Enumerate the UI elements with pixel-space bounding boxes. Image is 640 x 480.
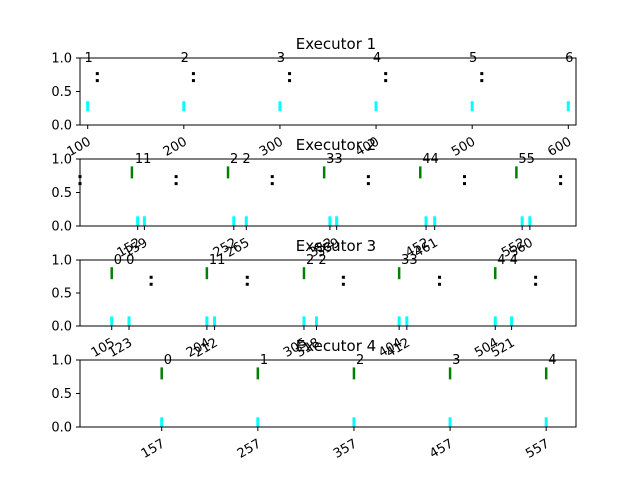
x-tick-label: 300 xyxy=(257,134,286,159)
y-tick-label: 0.0 xyxy=(51,421,72,436)
dot-mark xyxy=(534,275,538,279)
dot-mark xyxy=(245,275,249,279)
dot-mark xyxy=(149,275,153,279)
dot-mark xyxy=(149,282,153,286)
axes-frame xyxy=(79,359,577,428)
x-tick-label: 500 xyxy=(449,134,478,159)
dot-mark xyxy=(480,72,484,76)
dot-mark xyxy=(559,182,563,186)
axes-frame xyxy=(79,158,577,227)
x-tick-label: 257 xyxy=(235,436,264,461)
panel-title: Executor 3 xyxy=(296,237,376,255)
dot-mark xyxy=(191,79,195,83)
y-tick-label: 0.5 xyxy=(51,186,72,201)
dot-mark xyxy=(462,182,466,186)
axes-frame xyxy=(79,259,577,327)
x-tick-label: 212 xyxy=(192,335,221,360)
dot-mark xyxy=(341,282,345,286)
dot-mark xyxy=(534,282,538,286)
dot-mark xyxy=(288,79,292,83)
y-tick-label: 1.0 xyxy=(51,153,72,168)
dot-mark xyxy=(366,175,370,179)
panel-title: Executor 2 xyxy=(296,136,376,154)
dot-mark xyxy=(438,282,442,286)
dot-mark xyxy=(174,182,178,186)
dot-mark xyxy=(559,175,563,179)
y-tick-label: 1.0 xyxy=(51,354,72,369)
dot-mark xyxy=(366,182,370,186)
x-tick-label: 200 xyxy=(161,134,190,159)
y-tick-label: 0.5 xyxy=(51,387,72,402)
panel-title: Executor 1 xyxy=(296,35,376,53)
y-tick-label: 0.5 xyxy=(51,85,72,100)
axes-frame xyxy=(79,57,577,126)
dot-mark xyxy=(462,175,466,179)
dot-mark xyxy=(288,72,292,76)
dot-mark xyxy=(341,275,345,279)
x-tick-label: 157 xyxy=(139,436,168,461)
y-tick-label: 1.0 xyxy=(51,52,72,67)
dot-mark xyxy=(191,72,195,76)
y-tick-label: 0.0 xyxy=(51,119,72,134)
x-tick-label: 457 xyxy=(427,436,456,461)
x-tick-label: 357 xyxy=(331,436,360,461)
y-tick-label: 0.0 xyxy=(51,320,72,335)
x-tick-label: 557 xyxy=(523,436,552,461)
dot-mark xyxy=(384,72,388,76)
dot-mark xyxy=(95,79,99,83)
y-tick-label: 0.5 xyxy=(51,287,72,302)
dot-mark xyxy=(270,175,274,179)
y-tick-label: 0.0 xyxy=(51,220,72,235)
x-tick-label: 412 xyxy=(384,335,413,360)
dot-mark xyxy=(174,175,178,179)
dot-mark xyxy=(270,182,274,186)
y-tick-label: 1.0 xyxy=(51,254,72,269)
dot-mark xyxy=(384,79,388,83)
dot-mark xyxy=(245,282,249,286)
dot-mark xyxy=(438,275,442,279)
x-tick-label: 600 xyxy=(545,134,574,159)
dot-mark xyxy=(95,72,99,76)
panel-title: Executor 4 xyxy=(296,337,376,355)
dot-mark xyxy=(480,79,484,83)
